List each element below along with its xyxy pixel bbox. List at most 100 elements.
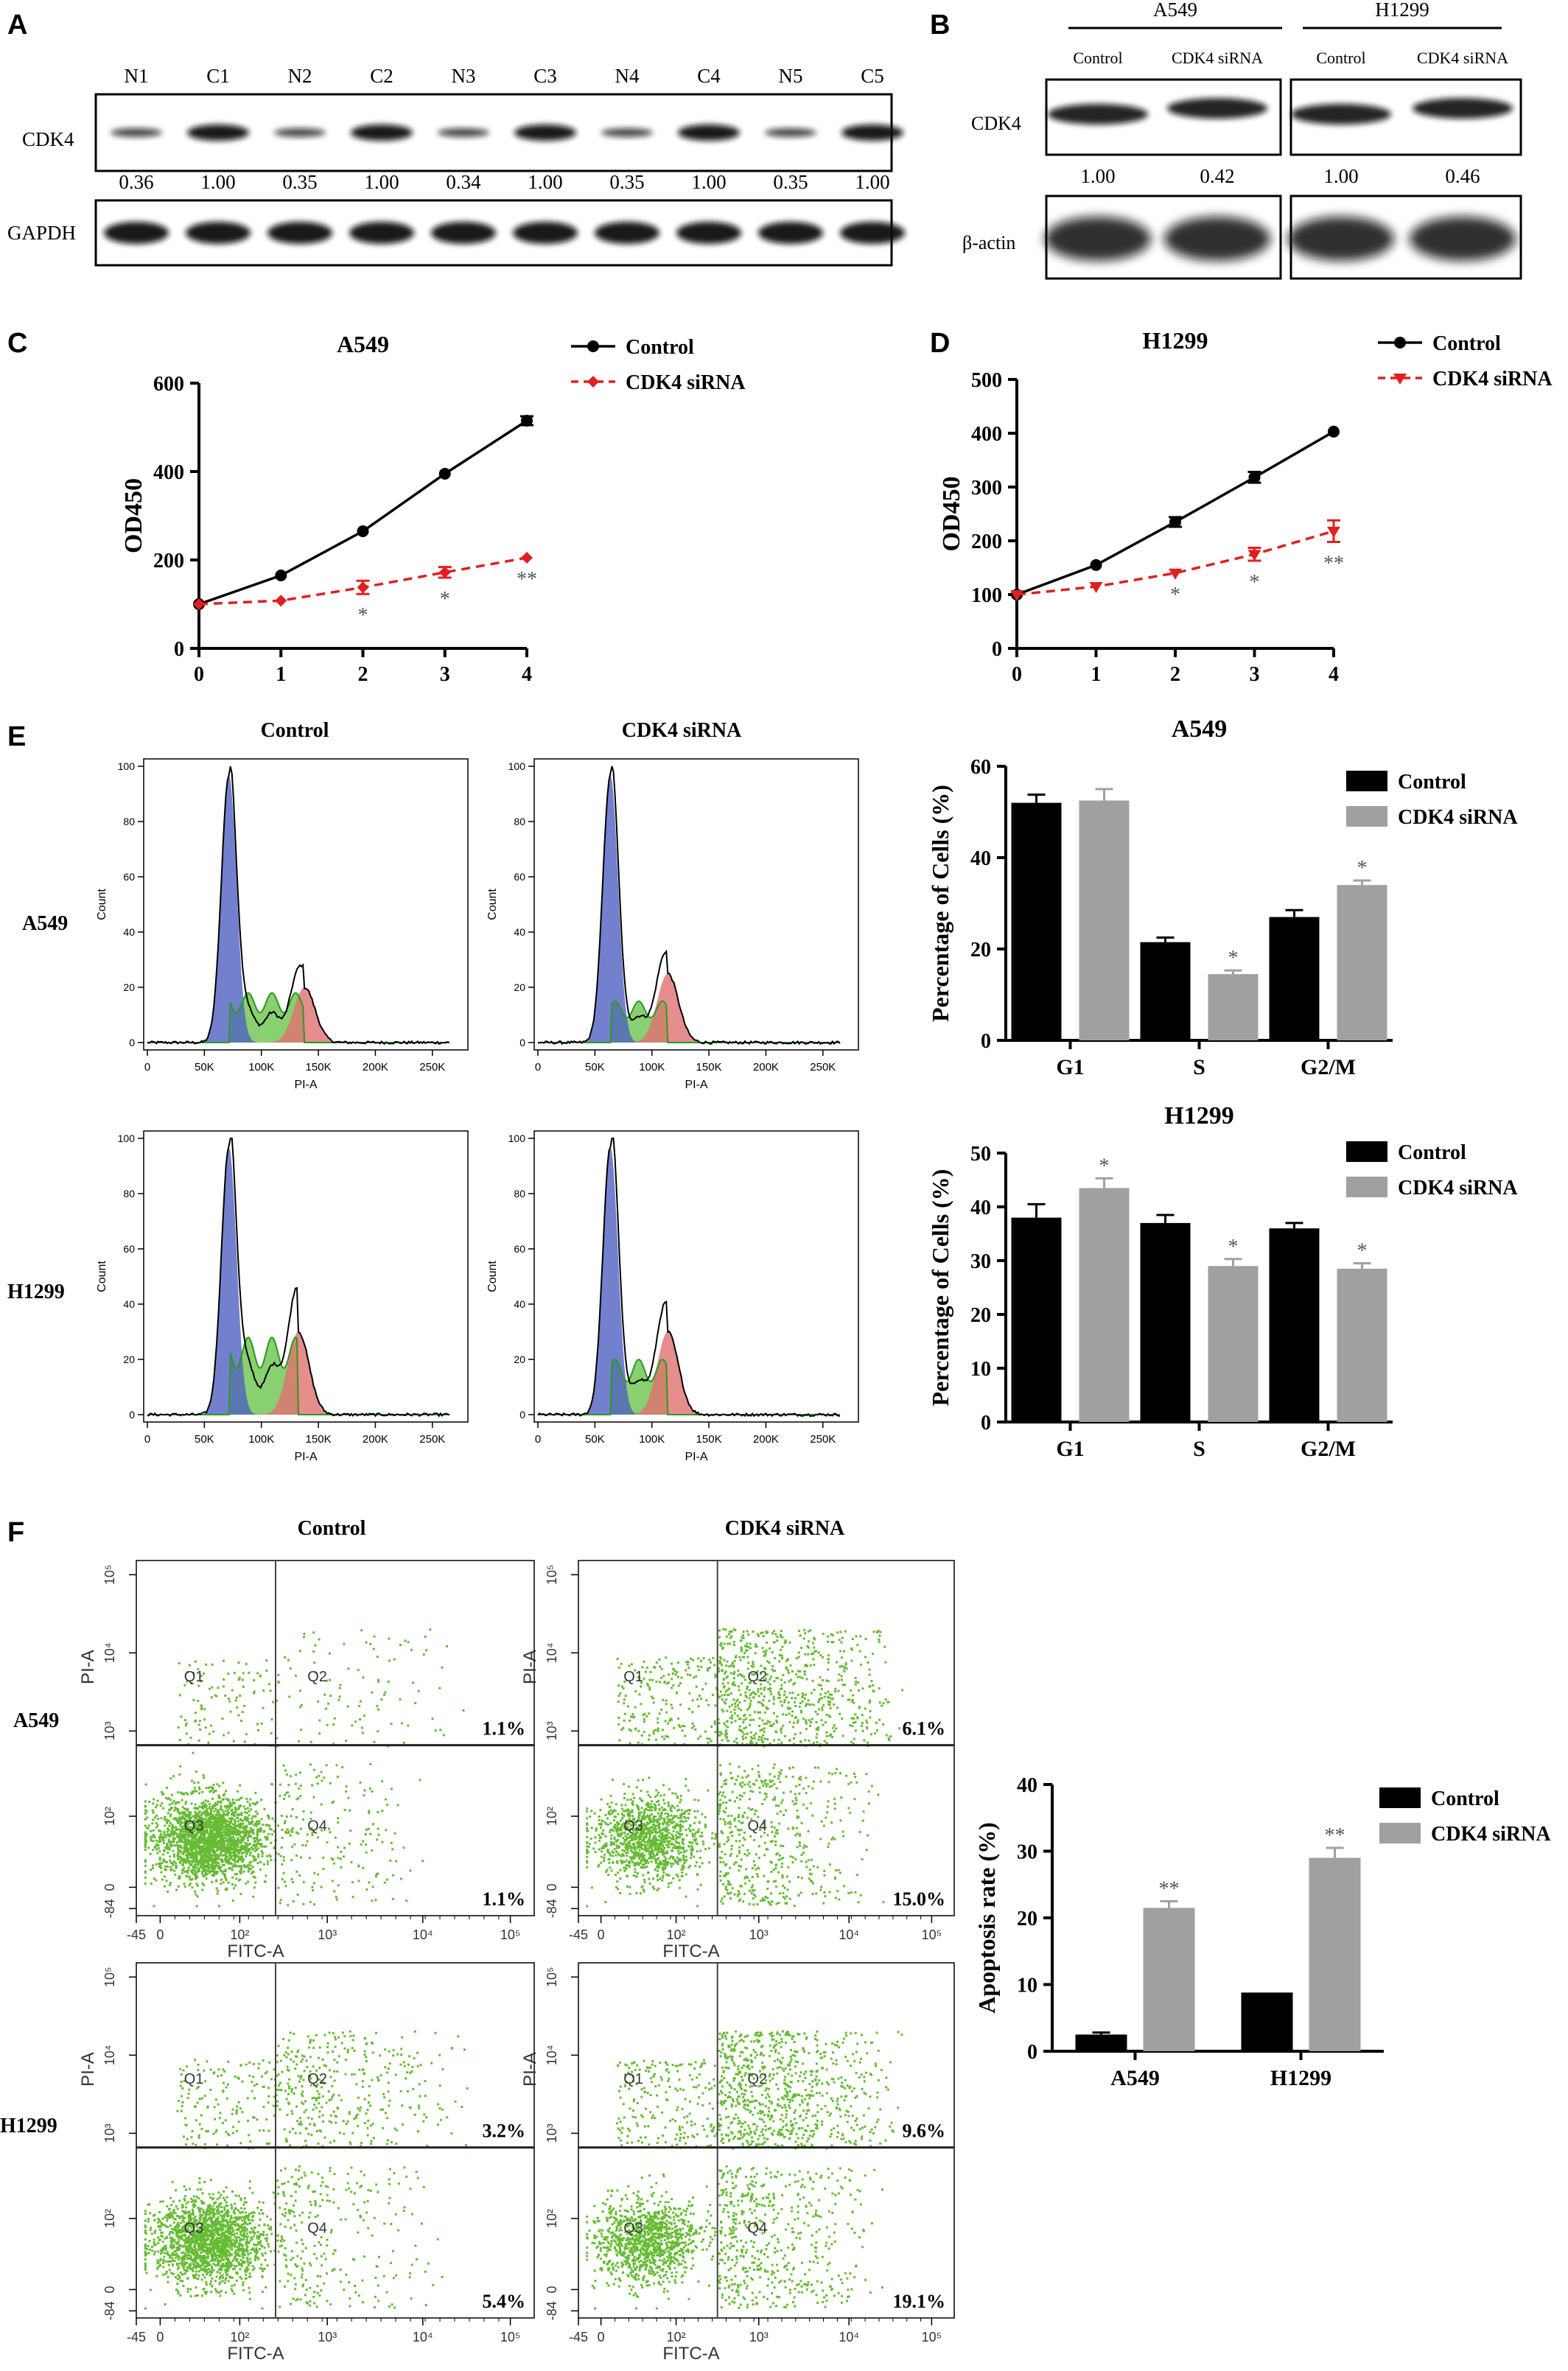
scatter-point [201, 1857, 204, 1860]
scatter-point [795, 1802, 798, 1805]
scatter-point [783, 1734, 786, 1737]
scatter-point [194, 1834, 197, 1837]
scatter-point [228, 1821, 231, 1824]
scatter-point [657, 1824, 660, 1827]
scatter-point [183, 1883, 186, 1885]
scatter-point [381, 1780, 384, 1783]
scatter-point [167, 1819, 170, 1822]
scatter-point [193, 1821, 196, 1824]
y-tick-label: 0 [981, 1030, 991, 1053]
scatter-point [701, 1862, 704, 1865]
scatter-point [782, 1857, 785, 1860]
scatter-point [277, 1886, 280, 1889]
scatter-point [213, 1810, 216, 1813]
x-tick-label: 50K [585, 1061, 605, 1074]
scatter-point [243, 1845, 246, 1848]
scatter-point [625, 1819, 628, 1822]
scatter-point [850, 1717, 853, 1720]
scatter-point [649, 1856, 652, 1859]
scatter-point [293, 1843, 296, 1846]
scatter-point [718, 1805, 721, 1808]
scatter-point [684, 1810, 687, 1813]
scatter-point [648, 1882, 651, 1885]
scatter-point [217, 1813, 220, 1816]
scatter-point [773, 1783, 776, 1786]
scatter-point [828, 1693, 831, 1696]
scatter-point [638, 1828, 641, 1831]
scatter-point [682, 1843, 685, 1846]
scatter-point [245, 1819, 248, 1822]
scatter-point [623, 1782, 626, 1785]
scatter-point [201, 1790, 204, 1793]
scatter-point [223, 1846, 226, 1849]
scatter-point [175, 1862, 178, 1865]
scatter-point [242, 1870, 245, 1873]
scatter-point [604, 1813, 607, 1816]
scatter-point [694, 1864, 697, 1867]
scatter-point [167, 1798, 169, 1801]
scatter-point [717, 1813, 720, 1815]
scatter-point [628, 1864, 631, 1867]
scatter-point [654, 1860, 657, 1863]
scatter-point [362, 1840, 365, 1843]
scatter-point [155, 1826, 158, 1829]
scatter-point [225, 1845, 228, 1848]
scatter-point [164, 1836, 167, 1839]
scatter-point [203, 1868, 206, 1871]
scatter-point [228, 1851, 231, 1854]
scatter-point [843, 1885, 846, 1888]
scatter-point [670, 1807, 673, 1810]
scatter-point [667, 1814, 670, 1817]
scatter-point [200, 1866, 203, 1869]
data-point [1327, 526, 1340, 538]
scatter-point [797, 1630, 800, 1633]
scatter-point [744, 1882, 747, 1885]
scatter-point [215, 1830, 218, 1833]
scatter-point [671, 1838, 673, 1841]
scatter-point [231, 1843, 234, 1846]
data-point [1169, 568, 1182, 580]
scatter-point [179, 1832, 182, 1835]
scatter-point [178, 1836, 181, 1839]
scatter-point [673, 1843, 676, 1846]
scatter-point [606, 1849, 609, 1852]
scatter-point [824, 1692, 827, 1695]
scatter-point [612, 1810, 615, 1813]
scatter-point [673, 1807, 676, 1810]
scatter-point [631, 1800, 634, 1803]
scatter-point [719, 1772, 722, 1775]
scatter-point [380, 1698, 383, 1701]
scatter-point [753, 1889, 756, 1892]
scatter-point [154, 1816, 157, 1819]
scatter-point [178, 1839, 181, 1842]
scatter-point [214, 1859, 217, 1862]
scatter-point [441, 1666, 444, 1669]
scatter-point [769, 1779, 771, 1782]
scatter-point [269, 1689, 272, 1692]
scatter-point [193, 1869, 196, 1872]
scatter-point [147, 1824, 150, 1827]
scatter-point [640, 1835, 643, 1838]
cdk4-band [1291, 104, 1391, 125]
scatter-point [211, 1868, 214, 1871]
cdk4-band [601, 128, 653, 137]
scatter-point [816, 1740, 819, 1743]
scatter-point [259, 1868, 262, 1871]
scatter-point [299, 1729, 302, 1731]
scatter-point [650, 1851, 653, 1854]
scatter-point [186, 1836, 189, 1839]
scatter-point [600, 1826, 603, 1829]
panel-a-ratio: 1.00 [200, 171, 235, 193]
scatter-point [173, 1869, 176, 1872]
scatter-point [377, 1681, 380, 1684]
scatter-point [283, 1821, 286, 1824]
scatter-point [309, 1811, 312, 1814]
scatter-point [664, 1865, 667, 1868]
scatter-point [782, 1892, 785, 1895]
scatter-point [747, 1633, 750, 1636]
scatter-point [587, 1829, 589, 1832]
scatter-point [180, 1791, 183, 1794]
scatter-point [859, 1635, 862, 1638]
scatter-point [216, 1833, 219, 1836]
